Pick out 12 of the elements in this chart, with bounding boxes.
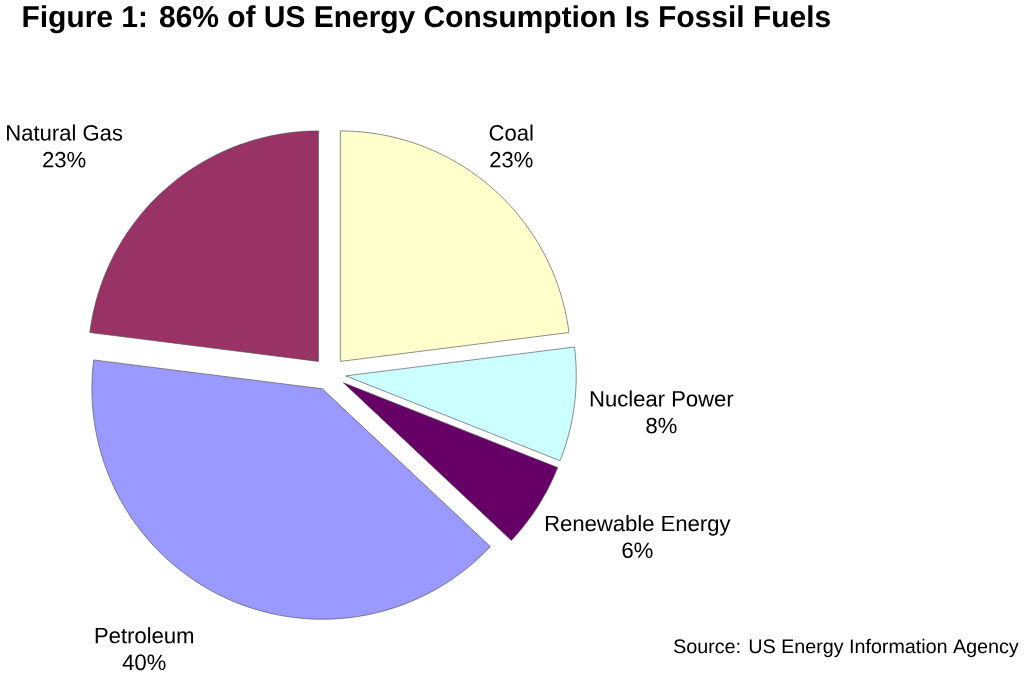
chart-title: Figure 1: 86% of US Energy Consumption Is Fossil Fuels (23, 5, 830, 34)
slice-label: Renewable Energy (545, 514, 731, 536)
slice-label: Nuclear Power (590, 390, 734, 407)
data-label: 8% (646, 417, 677, 434)
data-label: 40% (122, 654, 166, 670)
data-label: 23% (490, 151, 533, 168)
slice-label: Natural Gas (7, 124, 123, 141)
data-label: 6% (622, 542, 653, 558)
data-label: 23% (43, 151, 86, 168)
slice-label: Petroleum (95, 626, 194, 644)
source-note: Source: US Energy Information Agency (674, 638, 1019, 657)
slice-label: Coal (489, 124, 533, 141)
